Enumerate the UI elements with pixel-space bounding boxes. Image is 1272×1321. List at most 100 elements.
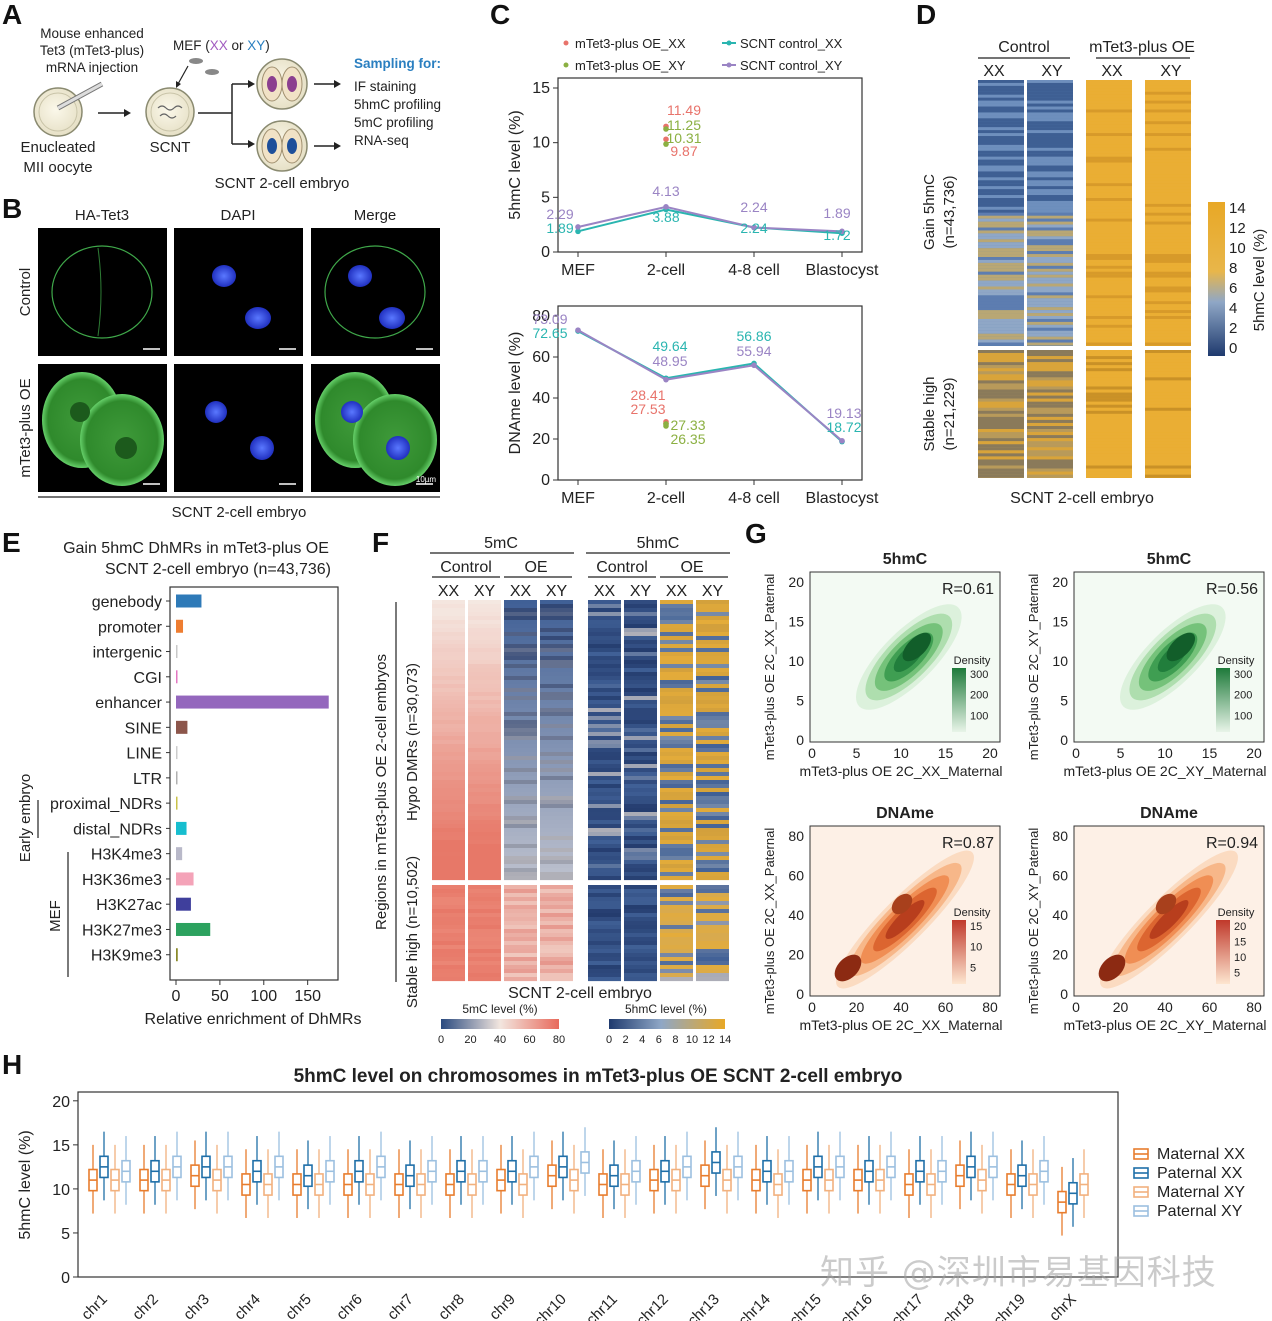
category-label: intergenic [93,645,162,662]
heatmap-row [624,680,657,685]
heatmap-row [504,820,537,825]
heatmap-row [1145,353,1191,357]
heatmap-row [468,872,501,877]
heatmap-row [1086,91,1132,95]
heatmap-row [624,716,657,721]
heatmap-row [1027,106,1073,110]
heatmap-row [540,800,573,805]
heatmap-row [432,893,465,898]
heatmap-row [624,945,657,950]
heatmap-row [432,784,465,789]
heatmap-row [540,901,573,906]
data-label: 73.09 [532,311,567,327]
heatmap-row [588,692,621,697]
heatmap-row [432,656,465,661]
legend-label-ctrl-xx: SCNT control_XX [740,36,843,51]
heatmap-row [1145,141,1191,145]
x-tick-label: 0 [808,999,816,1015]
heatmap-row [432,624,465,629]
heatmap-row [1145,215,1191,219]
heatmap-row [468,840,501,845]
heatmap-row [1027,456,1073,460]
scale-tick-label: 60 [523,1034,535,1046]
heatmap-row [1027,330,1073,334]
heatmap-row [468,616,501,621]
heatmap-row [624,640,657,645]
heatmap-row [696,893,729,898]
y-tick-label: 60 [788,868,804,884]
heatmap-row [504,816,537,821]
heatmap-row [1086,80,1132,83]
sampling-title: Sampling for: [354,56,441,71]
row-label-stable: Stable high [921,376,938,451]
y-tick-label: 15 [788,614,804,630]
heatmap-row [696,977,729,982]
density-peak [1155,893,1177,915]
density-peak [1166,632,1196,662]
heatmap-row [1145,410,1191,414]
heatmap-row [588,732,621,737]
heatmap-row [1027,180,1073,184]
group-label-control: Control [998,39,1050,56]
heatmap-row [588,945,621,950]
heatmap-row [624,788,657,793]
heatmap-row [1086,153,1132,157]
legend-label: Paternal XX [1157,1165,1243,1182]
heatmap-row [1145,453,1191,457]
scale-tick-label: 14 [719,1034,731,1046]
heatmap-row [1086,141,1132,145]
heatmap-row [696,840,729,845]
row-label-gain: Gain 5hmC [921,174,938,250]
heatmap-row [1086,426,1132,430]
heatmap-row [978,153,1024,157]
heatmap-row [504,692,537,697]
heatmap-row [432,692,465,697]
heatmap-row [432,736,465,741]
heatmap-row [1145,386,1191,390]
watermark: 知乎 @深圳市易基因科技 [820,1253,1217,1293]
heatmap-row [588,748,621,753]
heatmap-row [978,144,1024,148]
colorbar-d [1208,202,1225,356]
data-label: 1.72 [823,227,850,243]
heatmap-row [1145,171,1191,175]
heatmap-row [1086,203,1132,207]
density-legend-tick: 20 [1234,921,1246,933]
heatmap-row [1145,124,1191,128]
heatmap-row [504,736,537,741]
heatmap-row [696,760,729,765]
heatmap-row [1086,342,1132,346]
heatmap-row [1086,465,1132,469]
heatmap-row [432,676,465,681]
heatmap-row [1027,365,1073,369]
heatmap-row [1027,147,1073,151]
heatmap-row [660,925,693,930]
heatmap-row [504,624,537,629]
scnt-cell-icon [145,87,195,137]
heatmap-row [1086,171,1132,175]
micrograph-control-merge [311,228,440,356]
panel-e: E Gain 5hmC DhMRs in mTet3-plus OE SCNT … [2,527,361,1028]
heatmap-row [432,860,465,865]
heatmap-row [660,961,693,966]
scale-tick-label: 6 [656,1034,662,1046]
heatmap-row [696,961,729,966]
heatmap-row [660,736,693,741]
heatmap-row [504,740,537,745]
heatmap-row [1027,121,1073,125]
bar [176,670,178,684]
heatmap-row [696,868,729,873]
heatmap-row [1145,474,1191,478]
heatmap-row [1027,218,1073,222]
heatmap-row [660,848,693,853]
y-tick-label: 0 [1060,986,1068,1002]
heatmap-row [978,407,1024,411]
heatmap-row [660,852,693,857]
heatmap-row [1086,324,1132,328]
x-tick-label: 0 [1072,745,1080,761]
heatmap-row [1027,133,1073,137]
heatmap-row [978,441,1024,445]
colorbar-tick-label: 4 [1229,300,1237,317]
heatmap-row [978,386,1024,390]
